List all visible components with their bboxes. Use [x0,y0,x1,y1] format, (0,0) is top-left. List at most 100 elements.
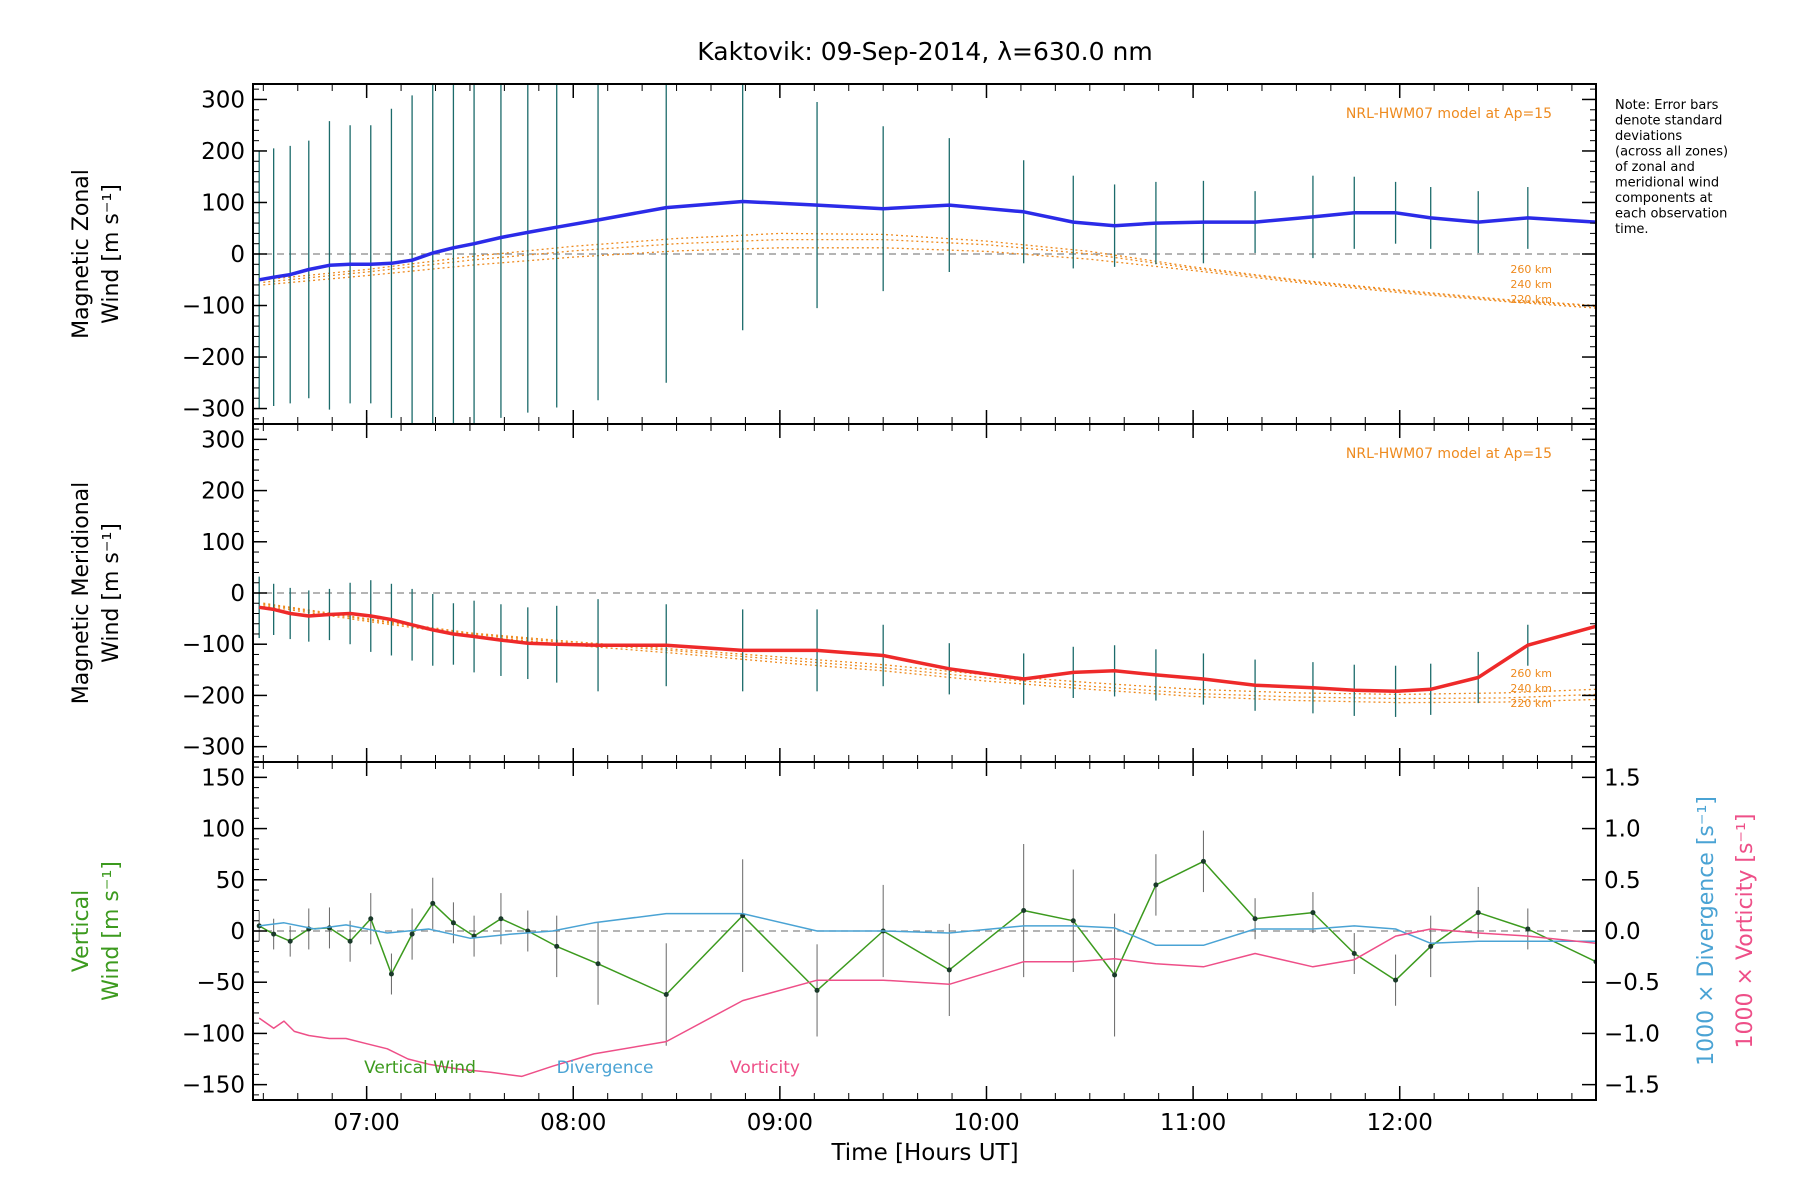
right-y-tick-label: −1.5 [1604,1073,1660,1099]
data-point [347,938,353,944]
x-axis-label: Time [Hours UT] [830,1140,1018,1166]
note-line: meridional wind [1615,176,1719,191]
model-curve [263,238,1596,308]
x-tick-label: 07:00 [333,1110,399,1136]
chart-title: Kaktovik: 09-Sep-2014, λ=630.0 nm [697,37,1152,66]
x-tick-label: 12:00 [1367,1110,1433,1136]
right-y-tick-label: −0.5 [1604,970,1660,996]
data-point [388,971,394,977]
plot-area [253,84,1596,424]
data-point [498,916,504,922]
data-point [271,931,277,937]
note-line: denote standard [1615,114,1722,129]
y-tick-label: 50 [216,868,245,894]
model-curve [263,232,1596,307]
data-point [663,992,669,998]
data-point [450,920,456,926]
y-tick-label: −200 [182,345,245,371]
y-axis-label: Magnetic Meridional Wind [m s⁻¹] [69,482,124,704]
zonal-wind-panel: 300 200 100 0 −100 −200 −300 Magnetic Zonal Wind… [69,83,1597,425]
model-altitude-label: 260 km [1510,667,1552,680]
series-line-vertical-wind [258,860,1596,996]
note-line: time. [1615,222,1649,237]
data-point [1021,908,1027,914]
right-y-tick-label: 1.0 [1604,817,1641,843]
note-line: each observation [1615,207,1727,222]
y-tick-label: −50 [196,970,245,996]
y-tick-label: −100 [182,632,245,658]
data-point [430,900,436,906]
data-point [1310,910,1316,916]
legend-label: Vertical Wind [364,1058,476,1078]
y-tick-label: 150 [201,765,245,791]
y-tick-label: −300 [182,397,245,423]
right-y-tick-label: 1.5 [1604,765,1641,791]
right-y-tick-label: 0.0 [1604,919,1641,945]
model-altitude-label: 240 km [1510,682,1552,695]
y-tick-label: 0 [230,919,245,945]
series-line-divergence [259,912,1596,947]
note-line: deviations [1615,129,1682,144]
model-altitude-label: 220 km [1510,697,1552,710]
data-point [1393,977,1399,983]
x-tick-label: 09:00 [747,1110,813,1136]
y-tick-label: −200 [182,683,245,709]
data-point [368,916,374,922]
y-tick-label: 100 [201,190,245,216]
y-tick-label: −100 [182,294,245,320]
x-tick-label: 11:00 [1160,1110,1226,1136]
model-altitude-label: 240 km [1510,278,1552,291]
data-point [1200,858,1206,864]
data-point [1475,910,1481,916]
note-line: Note: Error bars [1615,98,1719,113]
y-tick-label: 100 [201,530,245,556]
y-tick-label: −100 [182,1021,245,1047]
data-point [814,987,820,993]
x-tick-label: 10:00 [953,1110,1019,1136]
y-tick-label: −150 [182,1073,245,1099]
data-point [554,943,560,949]
data-point [287,938,293,944]
data-point [1351,951,1357,957]
y-tick-label: 0 [230,242,245,268]
data-point [595,961,601,967]
data-point [1153,882,1159,888]
data-point [1252,916,1258,922]
y-axis-label: Magnetic Zonal Wind [m s⁻¹] [69,169,124,339]
series-line-zonal [258,199,1596,282]
model-label: NRL-HWM07 model at Ap=15 [1346,106,1552,122]
model-altitude-label: 220 km [1510,293,1552,306]
series-line-vorticity [258,928,1596,1078]
data-point [1070,918,1076,924]
model-altitude-label: 260 km [1510,263,1552,276]
meridional-wind-panel: 300 200 100 0 −100 −200 −300 Magnetic Meridiona… [69,423,1597,763]
vorticity-axis-label: 1000 × Vorticity [s⁻¹] [1733,814,1758,1049]
model-curve [263,603,1596,700]
y-tick-label: 300 [201,427,245,453]
model-label: NRL-HWM07 model at Ap=15 [1346,446,1552,462]
legend-label: Vorticity [730,1058,800,1078]
note-line: (across all zones) [1615,145,1728,160]
data-point [409,931,415,937]
y-tick-label: 200 [201,139,245,165]
plot-area [253,576,1596,717]
note-line: components at [1615,191,1713,206]
y-tick-label: 0 [230,581,245,607]
y-tick-label: 300 [201,87,245,113]
series-line-meridional [258,605,1596,694]
y-tick-label: −300 [182,735,245,761]
vertical-wind-panel: 150 100 50 0 −50 −100 −150 Vertical Wind [m s⁻¹]… [69,761,1758,1136]
legend-label: Divergence [557,1058,654,1078]
divergence-axis-label: 1000 × Divergence [s⁻¹] [1694,796,1719,1066]
y-axis-label: Vertical Wind [m s⁻¹] [69,861,124,1001]
data-point [1428,943,1434,949]
model-curve [263,602,1596,696]
data-point [1525,926,1531,932]
x-tick-label: 08:00 [540,1110,606,1136]
data-point [946,967,952,973]
y-tick-label: 200 [201,479,245,505]
data-point [1112,972,1118,978]
y-tick-label: 100 [201,817,245,843]
